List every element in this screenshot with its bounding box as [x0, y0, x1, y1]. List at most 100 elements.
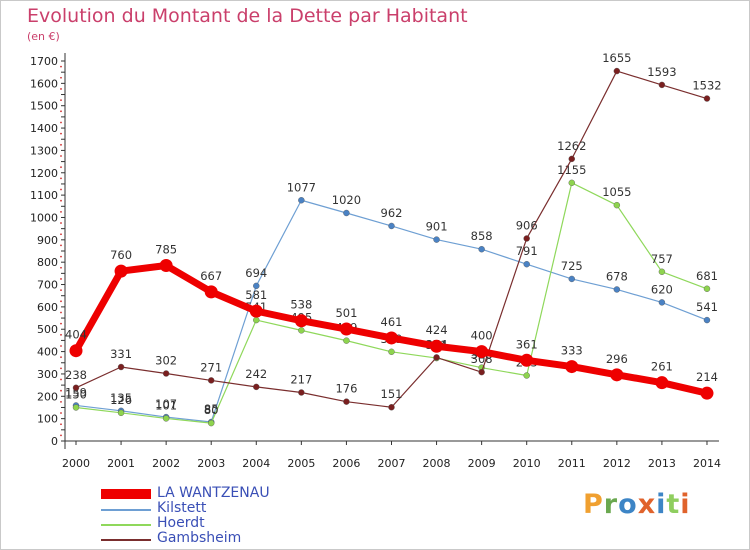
y-minor-dot	[60, 378, 62, 381]
y-minor-dot	[60, 110, 62, 113]
data-label: 238	[65, 368, 87, 382]
y-minor-dot	[60, 65, 62, 68]
data-point	[162, 415, 170, 422]
data-label: 1020	[332, 193, 361, 207]
data-point	[610, 368, 624, 382]
data-label: 261	[651, 360, 673, 374]
legend-item: Gambsheim	[101, 530, 401, 546]
y-tick-label: 1600	[30, 77, 58, 90]
data-label: 85	[204, 402, 219, 416]
data-label: 541	[696, 300, 718, 314]
data-label: 271	[200, 360, 222, 374]
data-label: 159	[65, 385, 87, 399]
data-label: 101	[155, 398, 177, 412]
y-minor-dot	[60, 88, 62, 90]
data-label: 424	[426, 323, 448, 337]
x-tick-label: 2011	[558, 457, 586, 470]
series-kilstett: 159 135 107 85 694 1077 1020 962 901 858 791 725 678…	[65, 180, 718, 426]
data-point	[658, 299, 666, 306]
data-label: 242	[245, 367, 267, 381]
logo-letter: P	[583, 489, 604, 520]
data-point	[703, 95, 711, 102]
data-label: 581	[245, 288, 267, 302]
data-point	[703, 316, 711, 324]
data-point	[613, 67, 621, 75]
chart-unit: (en €)	[27, 30, 60, 43]
y-minor-dot	[60, 266, 62, 269]
y-minor-dot	[60, 155, 62, 157]
data-point	[523, 372, 530, 379]
data-point	[703, 285, 711, 292]
y-minor-dot	[60, 233, 62, 236]
proxiti-logo: Proxiti	[583, 489, 691, 520]
data-label: 757	[651, 252, 673, 266]
data-point	[343, 337, 350, 344]
data-point	[208, 419, 215, 427]
x-tick-label: 2007	[377, 457, 405, 470]
y-minor-dot	[60, 311, 62, 314]
y-minor-dot	[60, 367, 62, 370]
data-point	[298, 327, 305, 334]
y-tick-label: 1400	[30, 122, 58, 135]
y-tick-label: 300	[37, 368, 58, 381]
y-minor-dot	[60, 166, 62, 169]
x-tick-label: 2009	[468, 457, 496, 470]
y-minor-dot	[60, 199, 62, 202]
data-label: 333	[561, 344, 583, 358]
x-tick-label: 2014	[693, 457, 721, 470]
data-label: 126	[110, 393, 132, 407]
data-label: 791	[516, 244, 538, 258]
data-label: 501	[335, 306, 357, 320]
legend-label: LA WANTZENAU	[157, 485, 270, 501]
data-label: 1262	[557, 139, 586, 153]
data-label: 217	[290, 372, 312, 386]
legend-swatch	[101, 509, 151, 511]
x-tick-label: 2000	[62, 457, 90, 470]
data-label: 461	[381, 315, 403, 329]
data-label: 725	[561, 259, 583, 273]
data-point	[159, 259, 173, 273]
logo-letter: x	[637, 489, 657, 520]
y-minor-dot	[60, 132, 62, 135]
data-point	[72, 404, 80, 411]
data-point	[433, 354, 440, 361]
data-label: 901	[426, 220, 448, 234]
y-minor-dot	[60, 289, 62, 292]
legend-swatch	[101, 539, 151, 541]
x-tick-label: 2003	[197, 457, 225, 470]
data-label: 1155	[557, 163, 586, 177]
x-tick-label: 2008	[423, 457, 451, 470]
data-point	[388, 222, 395, 230]
y-tick-label: 1000	[30, 211, 58, 224]
data-point	[613, 201, 621, 209]
data-label: 962	[381, 206, 403, 220]
data-label: 296	[606, 352, 628, 366]
y-tick-label: 1200	[30, 167, 58, 180]
data-point	[478, 246, 485, 253]
logo-letter: i	[656, 489, 667, 520]
data-point	[478, 368, 485, 376]
legend-swatch	[101, 524, 151, 526]
y-tick-label: 400	[37, 346, 58, 359]
y-minor-dot	[60, 300, 62, 303]
data-point	[613, 286, 621, 293]
y-tick-label: 900	[37, 234, 58, 247]
logo-letter: t	[666, 489, 681, 520]
data-label: 694	[245, 266, 267, 280]
x-tick-label: 2004	[242, 457, 270, 470]
y-minor-dot	[60, 143, 62, 146]
data-point	[204, 285, 218, 299]
legend-label: Gambsheim	[157, 530, 242, 546]
data-label: 906	[516, 218, 538, 232]
y-tick-label: 200	[37, 390, 58, 403]
y-minor-dot	[60, 121, 62, 124]
y-tick-label: 500	[37, 323, 58, 336]
data-point	[384, 331, 398, 345]
y-minor-dot	[60, 333, 62, 336]
data-point	[388, 404, 395, 411]
legend-item: Hoerdt	[101, 515, 401, 531]
y-minor-dot	[60, 356, 62, 359]
data-label: 785	[155, 243, 177, 257]
data-label: 80	[204, 403, 219, 417]
data-label: 538	[290, 298, 312, 312]
